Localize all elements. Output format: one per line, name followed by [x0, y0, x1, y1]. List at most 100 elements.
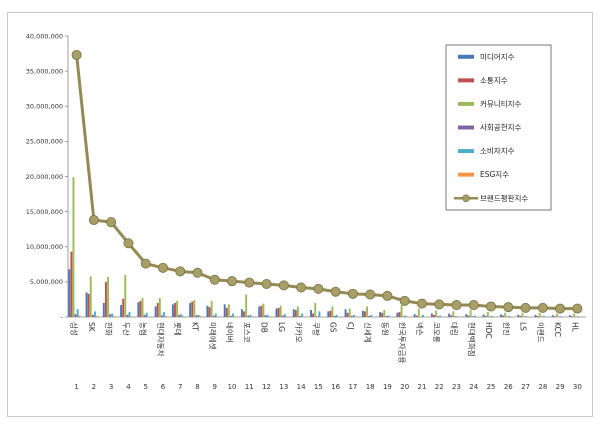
bar: [266, 314, 269, 317]
x-rank-label: 16: [331, 383, 340, 391]
y-tick-label: -: [61, 313, 64, 321]
line-point: [382, 290, 393, 301]
bar: [292, 309, 295, 317]
line-point: [451, 300, 462, 311]
bar: [206, 305, 209, 317]
x-rank-label: 6: [161, 383, 166, 391]
bar: [316, 316, 319, 317]
y-tick-label: 20,000,000: [26, 173, 63, 181]
line-point: [123, 238, 134, 249]
bar: [243, 311, 245, 317]
bar: [124, 274, 127, 317]
bar: [519, 315, 522, 317]
line-point: [520, 302, 531, 313]
bar: [85, 292, 88, 317]
bar: [156, 302, 159, 317]
bar: [279, 305, 282, 317]
bar: [331, 306, 334, 317]
bar: [344, 309, 347, 317]
line-point: [486, 301, 497, 312]
bar: [163, 312, 165, 317]
bar: [258, 306, 261, 317]
bar: [534, 314, 537, 317]
x-category-label: KT: [191, 322, 200, 331]
y-tick-label: 25,000,000: [26, 138, 63, 146]
bar: [437, 316, 440, 317]
bar: [297, 306, 299, 317]
bar: [301, 313, 304, 317]
line-point: [278, 280, 289, 291]
x-rank-label: 26: [504, 383, 513, 391]
bar: [506, 316, 509, 317]
bar: [491, 315, 494, 317]
bar: [234, 316, 237, 317]
line-point: [227, 276, 238, 287]
bar: [310, 309, 312, 317]
bar: [286, 316, 288, 317]
bar: [415, 315, 418, 317]
bar: [379, 312, 382, 317]
y-tick-label: 10,000,000: [26, 243, 63, 251]
x-rank-label: 15: [314, 383, 323, 391]
x-rank-label: 12: [262, 383, 271, 391]
bar: [268, 316, 271, 317]
legend-label: 소비자지수: [480, 147, 515, 156]
x-category-label: HL: [570, 322, 579, 333]
bar: [482, 314, 485, 317]
bar: [500, 314, 502, 317]
bar: [381, 312, 384, 317]
bar: [346, 312, 349, 317]
line-point: [140, 258, 151, 269]
bar: [454, 316, 457, 317]
bar: [249, 314, 252, 317]
bar: [385, 315, 388, 317]
bar: [145, 312, 148, 317]
bar: [76, 309, 79, 317]
x-rank-label: 20: [400, 383, 409, 391]
bar: [277, 307, 280, 317]
legend-swatch: [458, 149, 474, 154]
bar: [417, 308, 420, 317]
x-rank-label: 3: [109, 383, 113, 391]
bar: [318, 311, 321, 317]
bar: [247, 315, 250, 317]
bar: [78, 315, 81, 317]
line-point: [71, 49, 82, 60]
x-rank-label: 14: [297, 383, 306, 391]
bar: [120, 305, 123, 317]
bar: [72, 177, 75, 317]
x-rank-label: 1: [74, 383, 78, 391]
line-point: [434, 299, 445, 310]
x-rank-label: 25: [487, 383, 496, 391]
x-category-label: 한진: [501, 322, 511, 336]
bar: [314, 302, 317, 317]
x-rank-label: 5: [143, 383, 147, 391]
bar: [147, 316, 150, 317]
x-rank-label: 8: [195, 383, 199, 391]
bar: [154, 306, 157, 317]
bar: [329, 310, 332, 317]
x-rank-label: 22: [435, 383, 444, 391]
legend-label: 사회공헌지수: [480, 123, 521, 132]
bar: [525, 316, 528, 317]
bar-series: [68, 177, 582, 318]
bar: [551, 315, 554, 317]
bar: [191, 301, 194, 317]
bar: [484, 315, 487, 317]
bar: [174, 302, 176, 317]
line-point: [209, 274, 220, 285]
bar: [504, 312, 507, 317]
y-tick-label: 15,000,000: [26, 208, 63, 216]
bar: [465, 314, 468, 317]
x-category-label: CJ: [346, 322, 355, 329]
line-point: [106, 217, 117, 228]
bar: [251, 316, 254, 317]
legend-swatch: [458, 125, 474, 130]
y-tick-label: 5,000,000: [30, 278, 63, 286]
legend-swatch: [458, 172, 474, 177]
x-rank-label: 11: [245, 383, 254, 391]
line-point: [157, 262, 168, 273]
x-rank-label: 10: [228, 383, 237, 391]
bar: [435, 310, 438, 317]
bar: [223, 304, 226, 317]
